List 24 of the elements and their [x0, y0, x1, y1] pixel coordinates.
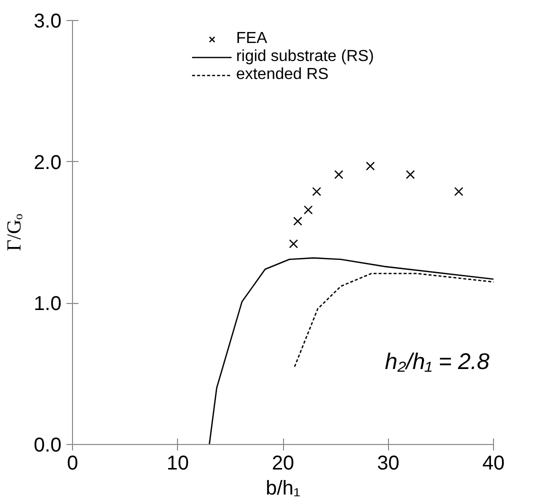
point: [406, 170, 415, 180]
legend-label: FEA: [236, 30, 268, 48]
point: [304, 205, 313, 214]
point: [289, 239, 298, 248]
point: [454, 187, 464, 196]
y-axis-title: Γ/Gₒ: [4, 214, 26, 252]
x-tick-label: 30: [377, 452, 400, 474]
x-tick-label: 0: [66, 452, 78, 474]
y-tick-label: 2.0: [34, 152, 62, 174]
point: [312, 187, 322, 196]
legend-label: extended RS: [236, 66, 329, 84]
legend-label: rigid substrate (RS): [236, 48, 374, 66]
line-series: [208, 257, 494, 444]
x-tick-label: 40: [482, 452, 505, 474]
annotation: h₂/h₁ = 2.8: [384, 348, 490, 374]
y-tick-label: 0.0: [34, 434, 62, 456]
point: [366, 162, 375, 171]
x-axis-title: b/h₁: [266, 478, 301, 500]
y-tick-label: 1.0: [34, 293, 62, 316]
x-tick-label: 10: [166, 452, 189, 474]
y-tick-label: 3.0: [34, 10, 62, 32]
point: [293, 216, 302, 226]
x-tick-label: 20: [272, 452, 294, 474]
point: [334, 170, 344, 180]
